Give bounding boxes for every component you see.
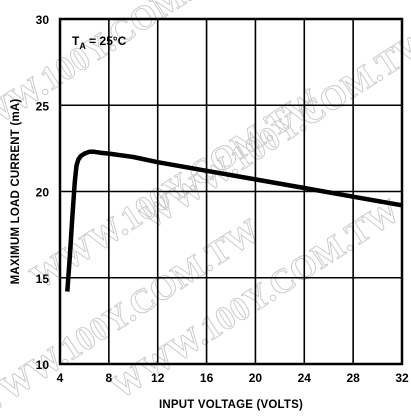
- temperature-annotation: TA = 25°C: [72, 34, 127, 51]
- x-tick-label: 20: [249, 371, 263, 385]
- x-tick-label: 16: [200, 371, 214, 385]
- annotation-subscript: A: [79, 41, 86, 51]
- x-tick-label: 8: [106, 371, 113, 385]
- x-axis-title: INPUT VOLTAGE (VOLTS): [159, 399, 303, 411]
- plot-area-frame: [58, 17, 404, 366]
- x-tick-label: 4: [57, 371, 64, 385]
- x-tick-label: 28: [346, 371, 360, 385]
- series-line: [65, 149, 403, 292]
- y-axis-title: MAXIMUM LOAD CURRENT (mA): [10, 99, 22, 285]
- y-tick-label: 20: [36, 186, 50, 200]
- annotation-suffix: = 25°C: [86, 34, 127, 48]
- x-tick-label: 12: [151, 371, 165, 385]
- y-tick-label: 30: [36, 13, 50, 27]
- tick-label-layer: 4 8 12 16 20 24 28 32 10 15 20 25 30: [36, 13, 409, 385]
- x-tick-label: 32: [395, 371, 409, 385]
- grid-layer: [60, 19, 402, 364]
- annotation-prefix: T: [72, 34, 80, 48]
- y-tick-label: 15: [36, 272, 50, 286]
- y-tick-label: 10: [36, 358, 50, 372]
- x-tick-label: 24: [298, 371, 312, 385]
- series-layer: [65, 149, 403, 292]
- y-tick-label: 25: [36, 99, 50, 113]
